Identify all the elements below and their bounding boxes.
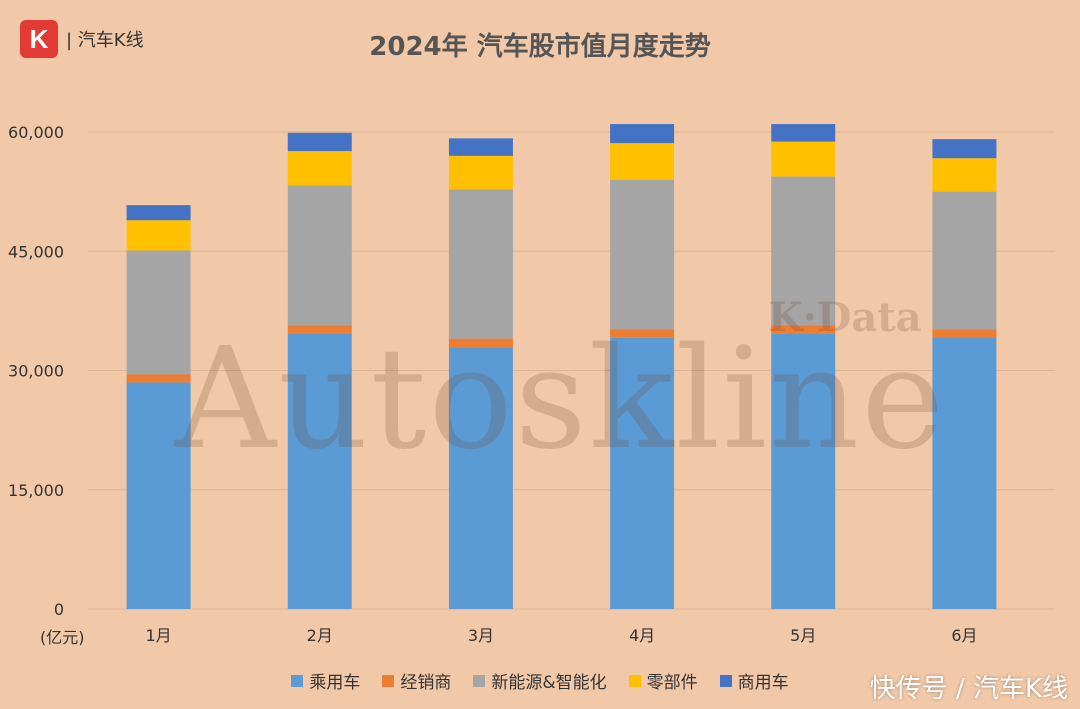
bar-segment	[448, 338, 513, 348]
legend: 乘用车 经销商 新能源&智能化 零部件 商用车	[0, 668, 1080, 693]
bar-segment	[610, 337, 675, 609]
bar-segment	[610, 329, 675, 338]
bar-segment	[287, 185, 352, 326]
logo-icon: K	[20, 20, 58, 58]
bar-segment	[126, 220, 191, 251]
brand-name: | 汽车K线	[66, 30, 144, 51]
y-tick-label: 45,000	[8, 242, 64, 261]
legend-label: 零部件	[646, 673, 698, 693]
bar-segment	[287, 325, 352, 334]
bar-segment	[932, 158, 997, 192]
bar-segment	[771, 333, 836, 609]
legend-label: 商用车	[737, 673, 789, 693]
bar-segment	[448, 189, 513, 339]
x-tick-label: 2月	[307, 626, 333, 645]
y-tick-label: 60,000	[8, 123, 64, 142]
bar-segment	[610, 124, 675, 144]
bar-segment	[287, 333, 352, 609]
legend-item: 乘用车	[291, 668, 360, 693]
x-tick-label: 5月	[790, 626, 816, 645]
bar-segment	[932, 329, 997, 338]
bar-segment	[771, 176, 836, 326]
legend-label: 经销商	[400, 673, 452, 693]
y-axis-unit: (亿元)	[40, 628, 85, 647]
bar-segment	[771, 141, 836, 177]
legend-swatch	[382, 674, 395, 687]
y-tick-label: 0	[54, 600, 64, 619]
bar-segment	[448, 138, 513, 156]
x-tick-label: 6月	[951, 626, 977, 645]
bar-segment	[287, 151, 352, 186]
bar-segment	[126, 205, 191, 221]
bar-segment	[126, 382, 191, 609]
bar-segment	[932, 337, 997, 609]
legend-swatch	[291, 674, 304, 687]
x-tick-label: 3月	[468, 626, 494, 645]
legend-item: 经销商	[382, 668, 451, 693]
bar-segment	[771, 325, 836, 334]
x-tick-label: 1月	[145, 626, 171, 645]
legend-swatch	[628, 674, 641, 687]
legend-item: 零部件	[628, 668, 698, 693]
bar-segment	[610, 179, 675, 330]
legend-item: 商用车	[719, 668, 789, 693]
bar-segment	[932, 191, 997, 330]
legend-label: 乘用车	[309, 673, 361, 693]
legend-swatch	[719, 674, 732, 687]
bar-segment	[287, 132, 352, 152]
legend-swatch	[473, 674, 486, 687]
legend-item: 新能源&智能化	[473, 668, 607, 693]
y-tick-label: 30,000	[8, 362, 64, 381]
bar-segment	[932, 139, 997, 159]
source-credit: 快传号 / 汽车K线	[869, 674, 1068, 704]
legend-label: 新能源&智能化	[491, 673, 607, 693]
bar-segment	[126, 250, 191, 375]
bar-segment	[448, 347, 513, 609]
bar-segment	[448, 155, 513, 190]
x-tick-label: 4月	[629, 626, 655, 645]
bar-segment	[771, 124, 836, 142]
bar-segment	[610, 143, 675, 180]
chart-title: 2024年 汽车股市值月度走势	[369, 32, 711, 62]
y-tick-label: 15,000	[8, 481, 64, 500]
bar-segment	[126, 374, 191, 383]
